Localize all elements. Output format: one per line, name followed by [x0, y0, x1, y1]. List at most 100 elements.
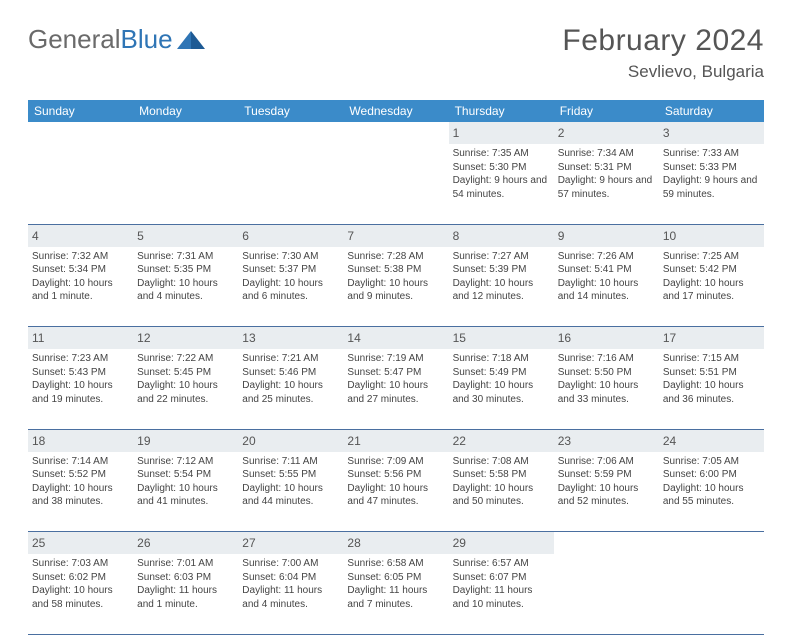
day-details: Sunrise: 7:16 AMSunset: 5:50 PMDaylight:… — [558, 352, 655, 406]
sunrise-text: Sunrise: 6:57 AM — [453, 557, 550, 571]
day-details: Sunrise: 7:00 AMSunset: 6:04 PMDaylight:… — [242, 557, 339, 611]
sunrise-text: Sunrise: 7:32 AM — [32, 250, 129, 264]
day-details: Sunrise: 7:22 AMSunset: 5:45 PMDaylight:… — [137, 352, 234, 406]
day-details: Sunrise: 7:25 AMSunset: 5:42 PMDaylight:… — [663, 250, 760, 304]
day-cell: Sunrise: 7:23 AMSunset: 5:43 PMDaylight:… — [28, 349, 133, 429]
sunset-text: Sunset: 5:45 PM — [137, 366, 234, 380]
day-header: Wednesday — [343, 100, 448, 122]
sunset-text: Sunset: 5:51 PM — [663, 366, 760, 380]
daylight-text: Daylight: 11 hours and 1 minute. — [137, 584, 234, 611]
sunrise-text: Sunrise: 7:22 AM — [137, 352, 234, 366]
logo: GeneralBlue — [28, 24, 207, 55]
day-number: 18 — [32, 434, 45, 448]
day-number: 26 — [137, 536, 150, 550]
daynum-cell: 14 — [343, 327, 448, 350]
day-cell: Sunrise: 7:16 AMSunset: 5:50 PMDaylight:… — [554, 349, 659, 429]
day-cell: Sunrise: 7:15 AMSunset: 5:51 PMDaylight:… — [659, 349, 764, 429]
day-cell: Sunrise: 7:19 AMSunset: 5:47 PMDaylight:… — [343, 349, 448, 429]
sunset-text: Sunset: 5:55 PM — [242, 468, 339, 482]
daylight-text: Daylight: 10 hours and 44 minutes. — [242, 482, 339, 509]
sunrise-text: Sunrise: 7:34 AM — [558, 147, 655, 161]
sunset-text: Sunset: 5:42 PM — [663, 263, 760, 277]
daylight-text: Daylight: 10 hours and 58 minutes. — [32, 584, 129, 611]
day-cell: Sunrise: 7:00 AMSunset: 6:04 PMDaylight:… — [238, 554, 343, 634]
sunset-text: Sunset: 5:58 PM — [453, 468, 550, 482]
day-number: 16 — [558, 331, 571, 345]
day-number: 22 — [453, 434, 466, 448]
sunrise-text: Sunrise: 7:00 AM — [242, 557, 339, 571]
sunrise-text: Sunrise: 7:35 AM — [453, 147, 550, 161]
daynum-row: 123 — [28, 122, 764, 144]
daynum-cell: 22 — [449, 429, 554, 452]
month-title: February 2024 — [562, 24, 764, 58]
day-cell — [554, 554, 659, 634]
day-cell: Sunrise: 7:22 AMSunset: 5:45 PMDaylight:… — [133, 349, 238, 429]
sunrise-text: Sunrise: 7:09 AM — [347, 455, 444, 469]
daynum-cell: 7 — [343, 224, 448, 247]
sunset-text: Sunset: 5:34 PM — [32, 263, 129, 277]
sunset-text: Sunset: 5:59 PM — [558, 468, 655, 482]
day-details: Sunrise: 7:06 AMSunset: 5:59 PMDaylight:… — [558, 455, 655, 509]
day-number: 2 — [558, 126, 565, 140]
day-details: Sunrise: 7:03 AMSunset: 6:02 PMDaylight:… — [32, 557, 129, 611]
day-number: 24 — [663, 434, 676, 448]
day-cell: Sunrise: 7:14 AMSunset: 5:52 PMDaylight:… — [28, 452, 133, 532]
daynum-cell — [238, 122, 343, 144]
sunrise-text: Sunrise: 7:23 AM — [32, 352, 129, 366]
daylight-text: Daylight: 9 hours and 57 minutes. — [558, 174, 655, 201]
daylight-text: Daylight: 10 hours and 25 minutes. — [242, 379, 339, 406]
sunrise-text: Sunrise: 7:26 AM — [558, 250, 655, 264]
sunset-text: Sunset: 6:04 PM — [242, 571, 339, 585]
daylight-text: Daylight: 10 hours and 55 minutes. — [663, 482, 760, 509]
daylight-text: Daylight: 10 hours and 14 minutes. — [558, 277, 655, 304]
sunrise-text: Sunrise: 7:30 AM — [242, 250, 339, 264]
daynum-cell: 28 — [343, 532, 448, 555]
day-cell: Sunrise: 7:09 AMSunset: 5:56 PMDaylight:… — [343, 452, 448, 532]
day-number: 20 — [242, 434, 255, 448]
day-details: Sunrise: 7:35 AMSunset: 5:30 PMDaylight:… — [453, 147, 550, 201]
day-number: 11 — [32, 331, 44, 345]
daynum-cell: 2 — [554, 122, 659, 144]
daynum-cell — [554, 532, 659, 555]
daylight-text: Daylight: 10 hours and 17 minutes. — [663, 277, 760, 304]
daylight-text: Daylight: 10 hours and 27 minutes. — [347, 379, 444, 406]
daynum-cell: 3 — [659, 122, 764, 144]
day-number: 29 — [453, 536, 466, 550]
day-cell: Sunrise: 7:25 AMSunset: 5:42 PMDaylight:… — [659, 247, 764, 327]
day-number: 6 — [242, 229, 249, 243]
day-cell: Sunrise: 7:12 AMSunset: 5:54 PMDaylight:… — [133, 452, 238, 532]
daylight-text: Daylight: 9 hours and 59 minutes. — [663, 174, 760, 201]
content-row: Sunrise: 7:03 AMSunset: 6:02 PMDaylight:… — [28, 554, 764, 634]
sunset-text: Sunset: 6:05 PM — [347, 571, 444, 585]
day-details: Sunrise: 7:11 AMSunset: 5:55 PMDaylight:… — [242, 455, 339, 509]
sunrise-text: Sunrise: 7:31 AM — [137, 250, 234, 264]
day-cell — [238, 144, 343, 224]
calendar-table: SundayMondayTuesdayWednesdayThursdayFrid… — [28, 100, 764, 635]
daylight-text: Daylight: 10 hours and 1 minute. — [32, 277, 129, 304]
daylight-text: Daylight: 11 hours and 7 minutes. — [347, 584, 444, 611]
day-number: 27 — [242, 536, 255, 550]
day-cell: Sunrise: 7:08 AMSunset: 5:58 PMDaylight:… — [449, 452, 554, 532]
sunset-text: Sunset: 5:54 PM — [137, 468, 234, 482]
daylight-text: Daylight: 10 hours and 19 minutes. — [32, 379, 129, 406]
day-cell: Sunrise: 7:11 AMSunset: 5:55 PMDaylight:… — [238, 452, 343, 532]
daylight-text: Daylight: 10 hours and 47 minutes. — [347, 482, 444, 509]
day-number: 28 — [347, 536, 360, 550]
daynum-cell: 13 — [238, 327, 343, 350]
daylight-text: Daylight: 10 hours and 36 minutes. — [663, 379, 760, 406]
daynum-row: 45678910 — [28, 224, 764, 247]
day-cell: Sunrise: 6:57 AMSunset: 6:07 PMDaylight:… — [449, 554, 554, 634]
day-details: Sunrise: 7:21 AMSunset: 5:46 PMDaylight:… — [242, 352, 339, 406]
sunset-text: Sunset: 5:35 PM — [137, 263, 234, 277]
day-header: Saturday — [659, 100, 764, 122]
day-number: 17 — [663, 331, 676, 345]
day-number: 15 — [453, 331, 466, 345]
sunset-text: Sunset: 5:47 PM — [347, 366, 444, 380]
sunrise-text: Sunrise: 7:06 AM — [558, 455, 655, 469]
day-details: Sunrise: 7:01 AMSunset: 6:03 PMDaylight:… — [137, 557, 234, 611]
day-details: Sunrise: 7:33 AMSunset: 5:33 PMDaylight:… — [663, 147, 760, 201]
day-cell: Sunrise: 7:35 AMSunset: 5:30 PMDaylight:… — [449, 144, 554, 224]
daynum-cell: 9 — [554, 224, 659, 247]
daynum-cell: 18 — [28, 429, 133, 452]
sunset-text: Sunset: 6:02 PM — [32, 571, 129, 585]
